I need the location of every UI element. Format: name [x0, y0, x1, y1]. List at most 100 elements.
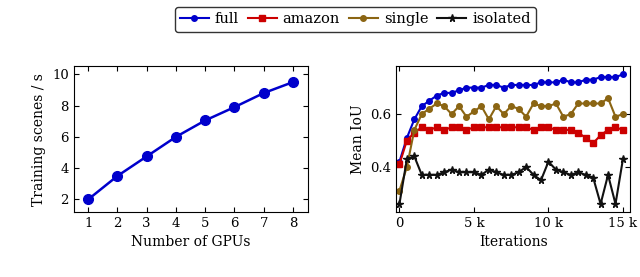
Line: amazon: amazon [397, 125, 626, 167]
full [545, 81, 552, 84]
amazon [582, 136, 589, 140]
isolated [463, 171, 470, 174]
Line: full: full [397, 72, 626, 165]
isolated [470, 171, 478, 174]
isolated [545, 160, 552, 163]
single [612, 115, 620, 118]
isolated [448, 168, 456, 171]
amazon [492, 126, 500, 129]
full [492, 83, 500, 87]
amazon [604, 128, 612, 132]
isolated [410, 155, 418, 158]
single [448, 112, 456, 116]
amazon [455, 126, 463, 129]
isolated [426, 173, 433, 176]
isolated [418, 173, 426, 176]
full [508, 83, 515, 87]
full [426, 99, 433, 102]
isolated [396, 202, 403, 206]
full [604, 75, 612, 79]
full [515, 83, 522, 87]
full [455, 89, 463, 92]
isolated [552, 168, 560, 171]
isolated [433, 173, 440, 176]
full [500, 86, 508, 89]
amazon [433, 126, 440, 129]
amazon [418, 126, 426, 129]
full [612, 75, 620, 79]
single [440, 104, 448, 108]
isolated [567, 173, 575, 176]
single [410, 128, 418, 132]
single [619, 112, 627, 116]
isolated [596, 202, 604, 206]
single [492, 104, 500, 108]
single [477, 104, 485, 108]
single [485, 118, 493, 121]
single [515, 107, 522, 111]
Line: isolated: isolated [396, 153, 627, 208]
single [508, 104, 515, 108]
single [418, 112, 426, 116]
single [559, 115, 567, 118]
full [567, 81, 575, 84]
full [589, 78, 597, 81]
single [575, 102, 582, 105]
isolated [500, 173, 508, 176]
amazon [403, 139, 411, 142]
amazon [477, 126, 485, 129]
X-axis label: Iterations: Iterations [479, 235, 548, 249]
isolated [575, 171, 582, 174]
single [455, 104, 463, 108]
full [530, 83, 538, 87]
amazon [448, 126, 456, 129]
amazon [410, 131, 418, 134]
single [604, 97, 612, 100]
full [485, 83, 493, 87]
Legend: full, amazon, single, isolated: full, amazon, single, isolated [175, 7, 536, 32]
isolated [522, 165, 530, 169]
amazon [559, 128, 567, 132]
isolated [477, 173, 485, 176]
full [552, 81, 560, 84]
full [470, 86, 478, 89]
single [396, 189, 403, 193]
full [559, 78, 567, 81]
isolated [403, 157, 411, 161]
single [522, 115, 530, 118]
single [589, 102, 597, 105]
single [537, 104, 545, 108]
isolated [589, 176, 597, 179]
full [396, 160, 403, 163]
isolated [455, 171, 463, 174]
isolated [530, 173, 538, 176]
isolated [559, 171, 567, 174]
full [440, 91, 448, 94]
amazon [596, 134, 604, 137]
full [403, 136, 411, 140]
Y-axis label: Mean IoU: Mean IoU [351, 104, 365, 174]
amazon [552, 128, 560, 132]
amazon [575, 131, 582, 134]
Line: single: single [397, 96, 626, 194]
single [567, 112, 575, 116]
amazon [567, 128, 575, 132]
amazon [396, 163, 403, 166]
single [403, 165, 411, 169]
full [477, 86, 485, 89]
amazon [522, 126, 530, 129]
isolated [582, 173, 589, 176]
full [582, 78, 589, 81]
full [537, 81, 545, 84]
Y-axis label: Training scenes / s: Training scenes / s [33, 73, 47, 206]
single [596, 102, 604, 105]
full [463, 86, 470, 89]
full [433, 94, 440, 97]
X-axis label: Number of GPUs: Number of GPUs [131, 235, 250, 249]
amazon [537, 126, 545, 129]
amazon [463, 128, 470, 132]
full [522, 83, 530, 87]
single [470, 110, 478, 113]
isolated [612, 202, 620, 206]
amazon [589, 142, 597, 145]
